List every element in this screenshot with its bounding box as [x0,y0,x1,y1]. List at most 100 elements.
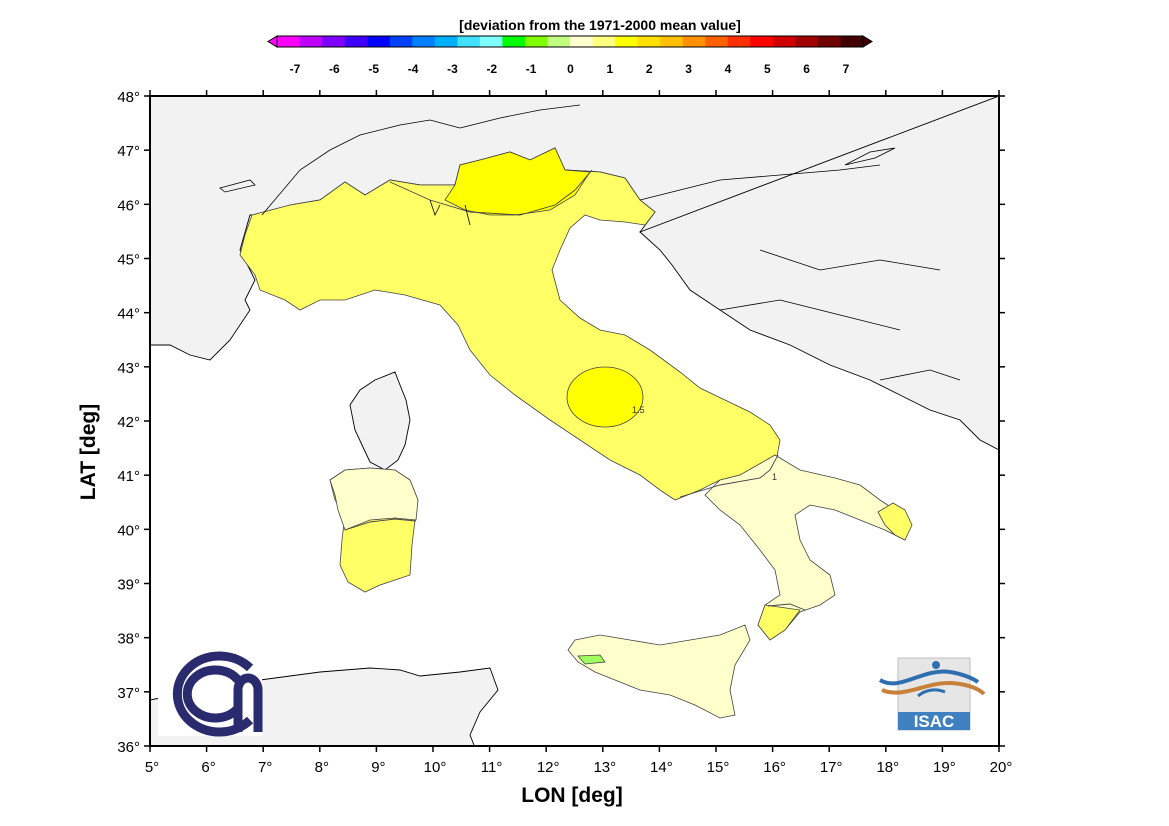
colorbar-arrow-right [862,35,873,48]
colorbar-tick-label: 0 [567,62,574,76]
x-tick-label: 17° [820,759,843,776]
colorbar-swatch [615,36,638,47]
isoline-label-2: 1 [772,472,777,482]
colorbar-swatch [479,36,503,47]
region-sardinia-north [329,467,419,531]
region-sicily-west [577,654,606,665]
colorbar-swatch [727,36,751,47]
isoline-label-1: 1.5 [632,405,645,415]
colorbar-swatch [570,36,593,47]
x-tick-label: 10° [424,759,447,776]
colorbar-title: [deviation from the 1971-2000 mean value… [459,17,741,33]
lake-outlines [219,147,896,226]
x-tick-label: 9° [371,759,385,776]
y-tick-label: 48° [117,89,140,106]
x-tick-label: 5° [145,759,159,776]
colorbar-outline [276,35,864,48]
colorbar-swatch [682,36,706,47]
colorbar-tick-label: -5 [368,62,379,76]
land-balkans [639,96,999,451]
cnr-logo [158,650,263,737]
x-tick-label: 20° [990,759,1013,776]
y-tick-label: 36° [117,739,140,756]
colorbar-tick-label: -2 [486,62,497,76]
colorbar-tick-label: -7 [290,62,301,76]
y-tick-label: 42° [117,414,140,431]
y-tick-label: 43° [117,360,140,377]
y-tick-label: 47° [117,143,140,160]
colorbar-swatch [502,36,526,47]
colorbar-tick-label: 1 [607,62,614,76]
x-tick-label: 16° [763,759,786,776]
colorbar-arrow-left [267,35,278,48]
y-tick-label: 39° [117,577,140,594]
region-apennine-high [566,366,644,428]
colorbar-swatch [457,36,481,47]
colorbar-swatch [344,36,368,47]
colorbar-tick-label: 5 [764,62,771,76]
region-sicily [567,624,751,719]
y-tick-label: 37° [117,685,140,702]
colorbar-swatch [817,36,841,47]
colorbar-swatch [367,36,390,47]
x-tick-label: 18° [876,759,899,776]
x-tick-label: 15° [707,759,730,776]
isoline-calabria [767,603,806,611]
colorbar-swatch [660,36,683,47]
y-tick-label: 41° [117,468,140,485]
y-axis-label: LAT [deg] [77,404,100,500]
colorbar-swatch [277,36,300,47]
frame-ticks [144,90,1005,752]
colorbar-swatch [795,36,819,47]
region-calabria-tip [757,604,801,641]
x-tick-label: 14° [650,759,673,776]
colorbar-tick-label: 4 [725,62,732,76]
isac-logo: ISAC [878,657,986,731]
x-tick-label: 8° [315,759,329,776]
colorbar [267,35,873,48]
colorbar-swatch [705,36,729,47]
colorbar-swatch [434,36,458,47]
x-tick-label: 13° [593,759,616,776]
colorbar-tick-label: -1 [526,62,537,76]
colorbar-swatch [524,36,548,47]
x-tick-label: 7° [258,759,272,776]
colorbar-tick-label: -3 [447,62,458,76]
colorbar-swatch [547,36,571,47]
colorbar-swatch [592,36,616,47]
colorbar-swatch [322,36,345,47]
colorbar-tick-labels: -7 -6 -5 -4 -3 -2 -1 0 1 2 3 4 5 6 7 [290,62,850,76]
y-tick-label: 44° [117,306,140,323]
x-tick-label: 19° [933,759,956,776]
land-corsica [349,371,411,471]
colorbar-tick-label: 6 [803,62,810,76]
colorbar-swatch [750,36,774,47]
colorbar-swatch [637,36,661,47]
colorbar-swatch [389,36,413,47]
x-tick-label: 12° [537,759,560,776]
colorbar-tick-label: 7 [843,62,850,76]
colorbar-swatch [299,36,323,47]
isoline-sardinia [344,518,417,531]
y-tick-label: 38° [117,631,140,648]
colorbar-tick-label: 2 [646,62,653,76]
colorbar-swatch [412,36,436,47]
y-tick-label: 40° [117,522,140,539]
colorbar-swatch [772,36,796,47]
colorbar-tick-label: 3 [685,62,692,76]
colorbar-tick-label: -4 [408,62,419,76]
y-tick-labels: 48° 47° 46° 45° 44° 43° 42° 41° 40° 39° 38° 37° 36° [117,89,140,756]
x-axis-label: LON [deg] [521,784,622,807]
country-borders [261,104,961,381]
colorbar-tick-label: -6 [329,62,340,76]
isac-logo-text: ISAC [914,712,955,731]
y-tick-label: 45° [117,252,140,269]
region-salento [877,502,913,541]
x-tick-labels: 5° 6° 7° 8° 9° 10° 11° 12° 13° 14° 15° 16° 17° 18° 19°… [145,759,1013,776]
y-tick-label: 46° [117,197,140,214]
isoline-south [679,454,779,498]
colorbar-swatch [840,36,864,47]
x-tick-label: 11° [481,759,503,776]
x-tick-label: 6° [201,759,215,776]
